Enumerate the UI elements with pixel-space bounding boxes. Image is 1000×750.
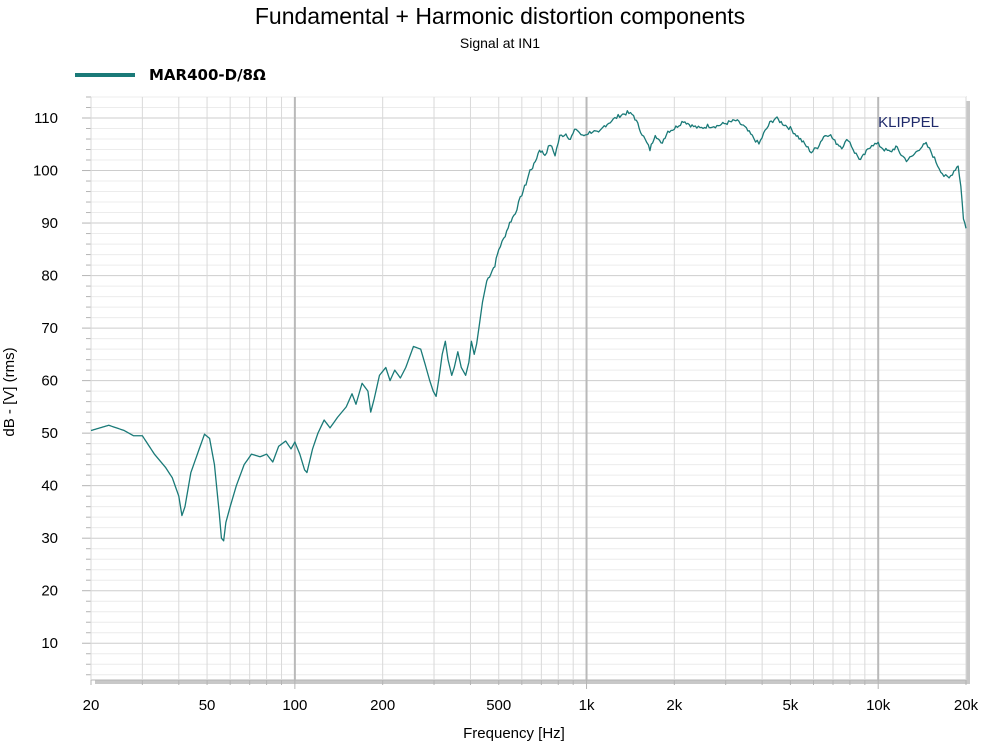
grid [82,96,967,689]
watermark-text: KLIPPEL [878,114,939,131]
y-tick-label: 60 [41,373,58,390]
legend: MAR400-D/8Ω [75,64,266,86]
x-tick-label: 2k [666,697,682,714]
plot-shadow [95,680,970,684]
y-tick-label: 20 [41,583,58,600]
y-axis-title: dB - [V] (rms) [1,347,18,436]
y-tick-label: 30 [41,530,58,547]
legend-swatch [75,73,135,77]
x-tick-label: 200 [370,697,395,714]
y-tick-label: 90 [41,215,58,232]
x-tick-label: 5k [782,697,798,714]
y-tick-label: 50 [41,425,58,442]
plot-shadow [966,101,970,684]
x-axis-title: Frequency [Hz] [463,725,565,742]
y-tick-label: 10 [41,635,58,652]
x-tick-label: 500 [486,697,511,714]
x-tick-labels: 20 50 100 200 500 1k 2k 5k 10k 20k [83,697,979,714]
y-tick-labels: 10 20 30 40 50 60 70 80 90 100 110 [33,110,58,652]
y-tick-label: 70 [41,320,58,337]
x-tick-label: 1k [579,697,595,714]
y-tick-label: 40 [41,478,58,495]
series-line [90,110,967,542]
y-tick-label: 100 [33,163,58,180]
series-layer [90,110,967,542]
legend-label: MAR400-D/8Ω [149,66,266,84]
x-tick-label: 10k [866,697,891,714]
y-tick-label: 110 [34,110,58,127]
x-tick-label: 20 [83,697,100,714]
x-tick-label: 100 [282,697,307,714]
chart-title: Fundamental + Harmonic distortion compon… [254,3,746,29]
y-tick-label: 80 [41,268,58,285]
plot-area [90,96,967,681]
x-tick-label: 20k [954,697,979,714]
x-tick-label: 50 [199,697,216,714]
chart-subtitle: Signal at IN1 [459,35,541,51]
